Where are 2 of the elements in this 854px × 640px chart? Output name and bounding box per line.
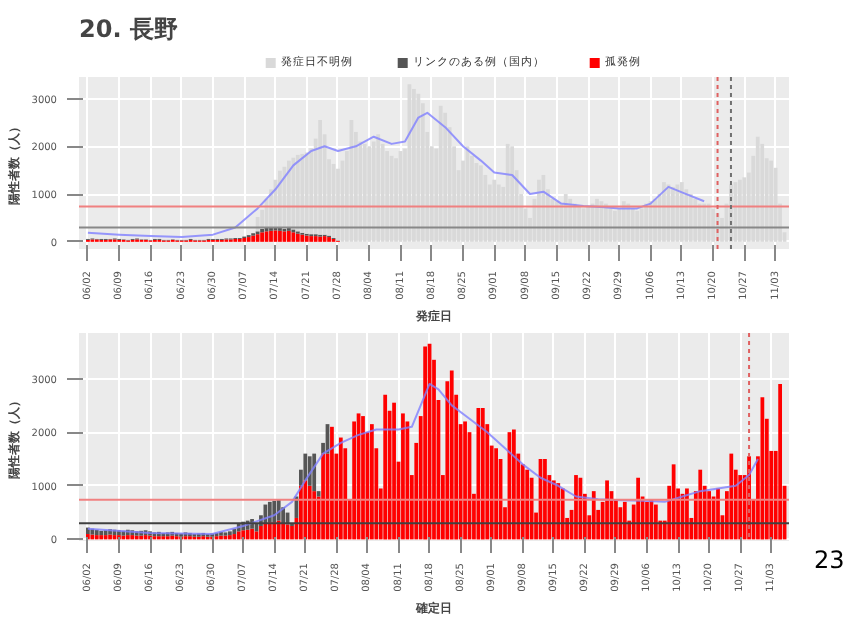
chart-title: 20. 長野 — [79, 15, 178, 43]
text: 23 — [814, 544, 845, 578]
